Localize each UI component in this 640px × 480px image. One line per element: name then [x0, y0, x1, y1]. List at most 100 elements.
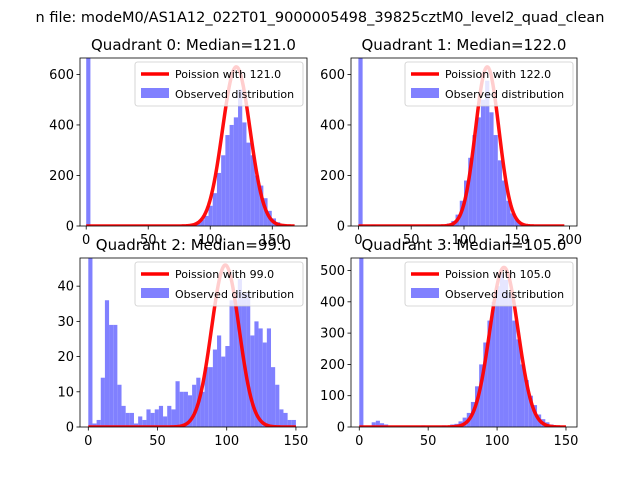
histogram-bar: [495, 286, 500, 427]
x-tick-label: 100: [198, 233, 223, 248]
subplot-quadrant-1: 0 50 100 150 200 0 200 400 600 Poission with 122.…: [320, 36, 582, 248]
x-tick-label: 0: [82, 233, 90, 248]
histogram-bar: [358, 58, 363, 226]
legend-label-observed: Observed distribution: [445, 288, 564, 301]
figure-suptitle: n file: modeM0/AS1A12_022T01_9000005498_…: [35, 10, 605, 26]
histogram-bar: [212, 193, 217, 226]
histogram-bar: [146, 409, 151, 427]
legend-box: [134, 261, 304, 307]
histogram-bar: [158, 405, 164, 427]
poisson-line: [85, 65, 296, 226]
histogram-bar: [259, 185, 264, 226]
histogram-bar: [109, 324, 114, 427]
poisson-line: [358, 265, 568, 427]
histogram-bar: [200, 391, 205, 427]
histogram-bar: [262, 342, 267, 427]
legend-label-observed: Observed distribution: [175, 288, 294, 301]
histogram-bar: [516, 339, 521, 427]
axes-frame: [79, 257, 308, 428]
x-tick-label: 200: [557, 233, 582, 248]
y-tick-label: 500: [320, 264, 345, 279]
histogram-bar: [524, 380, 529, 427]
histogram-bar: [133, 423, 139, 427]
legend-label-observed: Observed distribution: [175, 88, 294, 101]
histogram-bar: [216, 172, 222, 226]
x-tick-label: 50: [403, 233, 420, 248]
histogram-bar: [491, 301, 496, 427]
y-tick-label: 10: [57, 385, 74, 400]
histogram-bar: [96, 419, 101, 427]
legend: Poission with 99.0 Observed distribution: [134, 261, 304, 307]
histogram-bar: [167, 405, 172, 427]
x-tick-label: 50: [140, 233, 157, 248]
histogram-bar: [187, 395, 193, 427]
poisson-line: [87, 263, 297, 427]
x-tick-label: 0: [354, 233, 362, 248]
x-tick-label: 150: [260, 233, 285, 248]
histogram-bar: [225, 135, 230, 226]
subplot-title: Quadrant 3: Median=105.0: [362, 236, 567, 254]
histogram-bar: [283, 412, 288, 427]
histogram-bar: [506, 200, 511, 226]
histogram-bar: [142, 419, 147, 427]
histogram-bar: [250, 155, 255, 226]
legend-label-poisson: Poission with 121.0: [175, 68, 281, 81]
plot-area: [85, 58, 296, 226]
histogram-bar: [468, 157, 473, 226]
histogram-bar: [254, 175, 260, 226]
legend-box: [134, 61, 304, 107]
histogram-bar: [129, 412, 134, 427]
y-tick-label: 200: [320, 358, 345, 373]
x-tick-label: 100: [485, 434, 510, 449]
x-tick-label: 0: [355, 434, 363, 449]
y-tick-label: 200: [320, 169, 345, 184]
histogram-bar: [476, 117, 481, 226]
y-tick-label: 400: [320, 295, 345, 310]
histogram-bar: [379, 423, 385, 427]
histogram-bar: [125, 412, 130, 427]
histogram-bar: [204, 215, 209, 226]
y-tick-label: 100: [320, 389, 345, 404]
histogram-bar: [266, 328, 272, 427]
histogram-bar: [229, 300, 234, 427]
histogram-bar: [250, 335, 255, 427]
histogram-bar: [520, 364, 525, 427]
histogram-bar: [212, 349, 218, 427]
histogram-bar: [204, 367, 209, 427]
histogram-bar: [104, 300, 110, 427]
histogram-bar: [113, 324, 118, 427]
histogram-bar: [279, 409, 284, 427]
x-tick-label: 150: [554, 434, 579, 449]
histogram-bar: [208, 367, 213, 427]
legend-bar-swatch: [411, 88, 439, 98]
plot-area: [87, 258, 297, 427]
histogram-bar: [489, 112, 494, 226]
histogram-bar: [238, 89, 243, 226]
y-tick-label: 0: [337, 220, 345, 235]
histogram-bar: [359, 258, 364, 427]
x-tick-label: 50: [420, 434, 437, 449]
y-tick-label: 20: [57, 350, 74, 365]
histogram-bar: [242, 122, 247, 226]
legend: Poission with 121.0 Observed distribution: [134, 61, 304, 107]
histogram-bar: [514, 219, 519, 226]
histogram-bar: [375, 420, 380, 427]
histogram-bar: [154, 409, 159, 427]
histogram-bar: [493, 135, 498, 226]
axes-frame: [350, 257, 578, 428]
histogram-bar: [221, 356, 226, 427]
x-tick-label: 100: [214, 434, 239, 449]
histogram-bar: [92, 423, 97, 427]
legend-label-poisson: Poission with 105.0: [445, 268, 551, 281]
x-tick-label: 150: [504, 233, 529, 248]
histogram-bar: [117, 384, 122, 427]
histogram-bar: [225, 346, 230, 427]
histogram-bar: [88, 258, 93, 427]
legend: Poission with 122.0 Observed distribution: [404, 61, 574, 107]
histogram-bar: [287, 419, 292, 427]
histogram-bar: [229, 124, 234, 226]
y-tick-label: 400: [320, 118, 345, 133]
legend-bar-swatch: [141, 88, 169, 98]
